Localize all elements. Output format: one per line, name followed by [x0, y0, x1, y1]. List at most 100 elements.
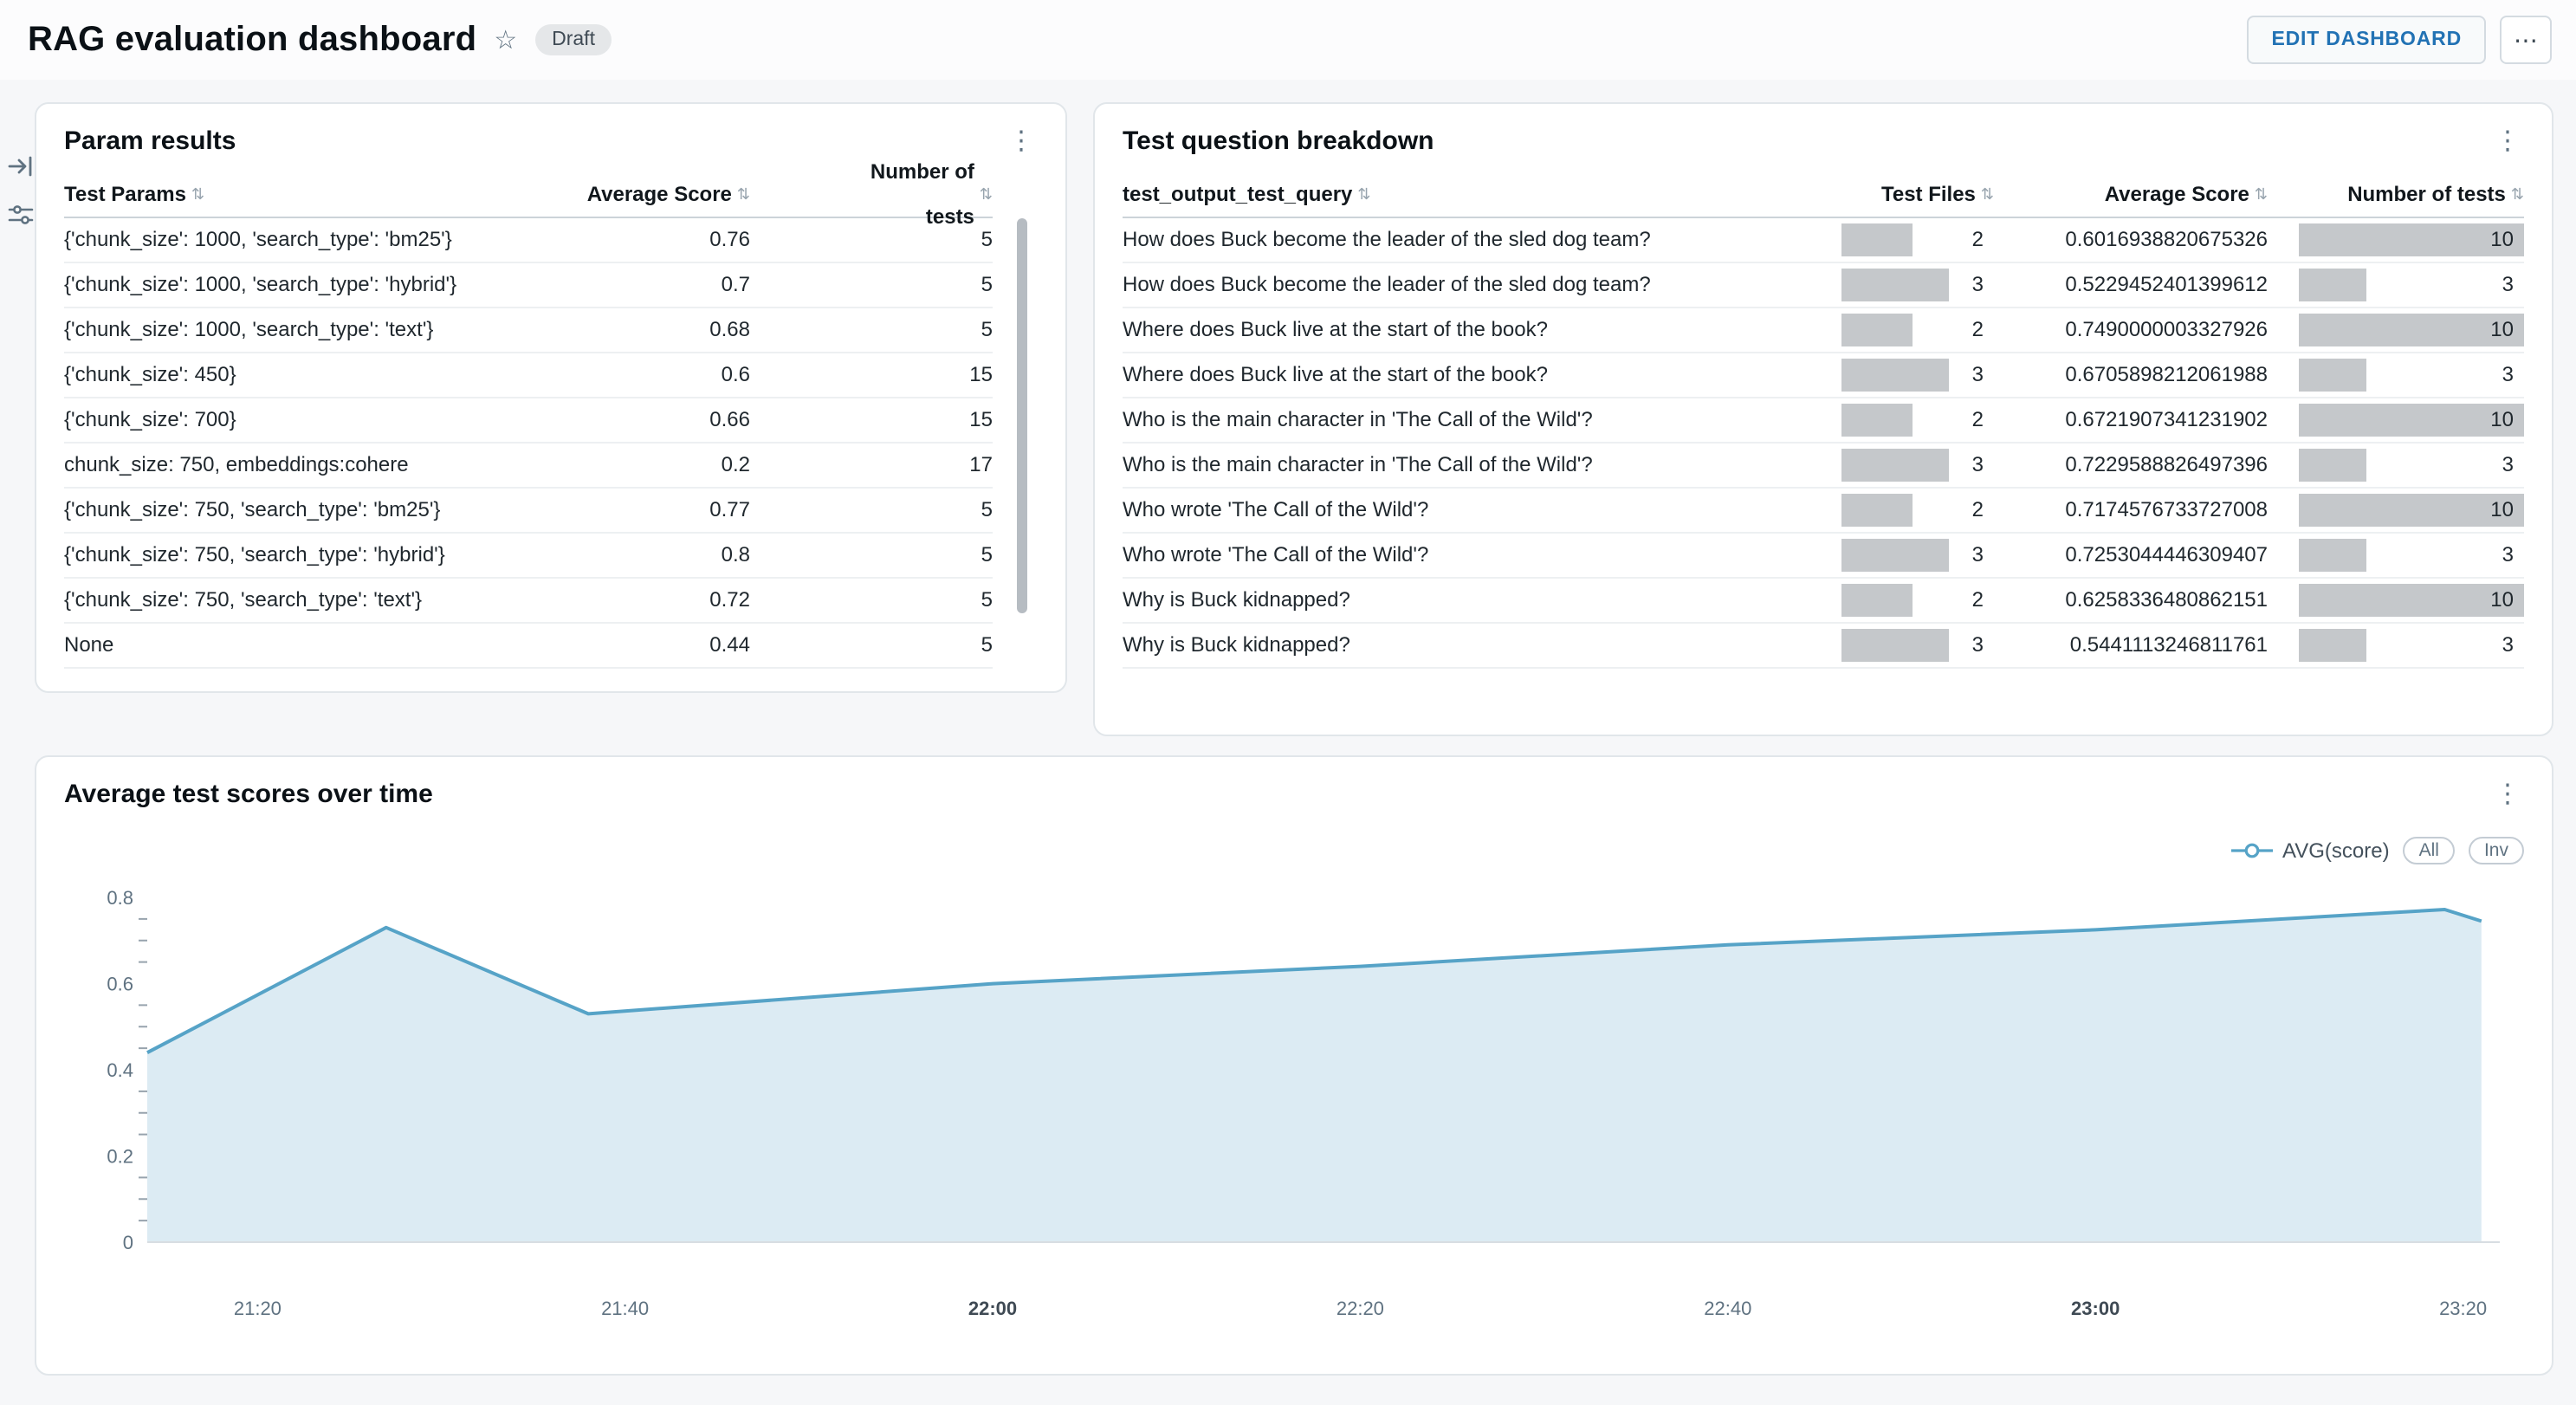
- cell-value: 10: [2490, 497, 2514, 521]
- card-header: Average test scores over time ⋮: [36, 757, 2552, 825]
- x-tick-label: 22:20: [1337, 1298, 1384, 1319]
- cell-average-score: 0.2: [721, 452, 750, 476]
- top-bar: RAG evaluation dashboard ☆ Draft EDIT DA…: [0, 0, 2576, 80]
- cell-number-of-tests: 5: [981, 227, 993, 251]
- card-menu-icon[interactable]: ⋮: [2495, 126, 2521, 156]
- card-menu-icon[interactable]: ⋮: [1008, 126, 1034, 156]
- collapse-panel-icon[interactable]: [7, 152, 35, 180]
- cell-value: 3: [2502, 632, 2514, 657]
- filter-icon[interactable]: [7, 201, 35, 229]
- favorite-star-icon[interactable]: ☆: [494, 26, 518, 55]
- card-header: Param results ⋮: [36, 104, 1065, 172]
- cell-test-query: Why is Buck kidnapped?: [1123, 632, 1350, 657]
- scores-line-chart[interactable]: 0 0.2 0.4 0.6 0.8 21:20 21:40 22:00 22:20 22:40 23…: [64, 875, 2527, 1329]
- cell-number-of-tests: 3: [2299, 444, 2524, 487]
- cell-value: 3: [1971, 542, 1984, 567]
- cell-average-score: 0.68: [709, 317, 750, 341]
- cell-test-query: How does Buck become the leader of the s…: [1123, 272, 1651, 296]
- table-row[interactable]: How does Buck become the leader of the s…: [1123, 218, 2524, 263]
- cell-value: 3: [2502, 452, 2514, 476]
- param-results-card: Param results ⋮ Test Params ⇅ Average Scor…: [35, 102, 1067, 693]
- cell-average-score: 0.7174576733727008: [2065, 497, 2268, 521]
- legend-inverse-button[interactable]: Inv: [2468, 837, 2524, 864]
- scrollbar-thumb[interactable]: [1017, 218, 1027, 613]
- table-row[interactable]: Who is the main character in 'The Call o…: [1123, 444, 2524, 489]
- cell-average-score: 0.7229588826497396: [2065, 452, 2268, 476]
- table-row[interactable]: None 0.44 5: [64, 624, 993, 669]
- cell-test-query: Who is the main character in 'The Call o…: [1123, 407, 1593, 431]
- card-menu-icon[interactable]: ⋮: [2495, 780, 2521, 809]
- cell-value: 10: [2490, 587, 2514, 612]
- column-header-number-of-tests[interactable]: Number of tests ⇅: [2299, 172, 2524, 217]
- table-row[interactable]: {'chunk_size': 750, 'search_type': 'bm25…: [64, 489, 993, 534]
- column-header-test-params[interactable]: Test Params ⇅: [64, 172, 584, 217]
- x-tick-label: 23:00: [2071, 1298, 2120, 1319]
- table-row[interactable]: {'chunk_size': 1000, 'search_type': 'hyb…: [64, 263, 993, 308]
- cell-average-score: 0.6: [721, 362, 750, 386]
- legend-item-avg-score[interactable]: AVG(score): [2230, 838, 2390, 863]
- cell-average-score: 0.7253044446309407: [2065, 542, 2268, 567]
- cell-test-params: {'chunk_size': 1000, 'search_type': 'tex…: [64, 317, 434, 341]
- table-row[interactable]: Who wrote 'The Call of the Wild'? 2 0.7174…: [1123, 489, 2524, 534]
- column-header-average-score[interactable]: Average Score ⇅: [584, 172, 826, 217]
- column-header-test-files[interactable]: Test Files ⇅: [1841, 172, 1994, 217]
- cell-number-of-tests: 5: [981, 317, 993, 341]
- cell-number-of-tests: 5: [981, 272, 993, 296]
- data-bar: [1841, 223, 1913, 256]
- table-row[interactable]: How does Buck become the leader of the s…: [1123, 263, 2524, 308]
- table-row[interactable]: Where does Buck live at the start of the…: [1123, 308, 2524, 353]
- table-row[interactable]: Why is Buck kidnapped? 2 0.625833648086215…: [1123, 579, 2524, 624]
- cell-test-params: chunk_size: 750, embeddings:cohere: [64, 452, 409, 476]
- cell-number-of-tests: 17: [969, 452, 993, 476]
- x-tick-label: 23:20: [2439, 1298, 2487, 1319]
- data-bar: [2299, 359, 2366, 392]
- table-row[interactable]: {'chunk_size': 1000, 'search_type': 'tex…: [64, 308, 993, 353]
- cell-value: 3: [2502, 542, 2514, 567]
- table-row[interactable]: {'chunk_size': 750, 'search_type': 'text…: [64, 579, 993, 624]
- cell-test-query: Who is the main character in 'The Call o…: [1123, 452, 1593, 476]
- sort-icon: ⇅: [2254, 185, 2268, 203]
- cell-number-of-tests: 5: [981, 542, 993, 567]
- table-row[interactable]: Who is the main character in 'The Call o…: [1123, 398, 2524, 444]
- table-row[interactable]: {'chunk_size': 700} 0.66 15: [64, 398, 993, 444]
- cell-average-score: 0.8: [721, 542, 750, 567]
- table-row[interactable]: {'chunk_size': 1000, 'search_type': 'bm2…: [64, 218, 993, 263]
- column-header-number-of-tests[interactable]: Number of tests ⇅: [826, 159, 993, 229]
- card-title: Param results: [64, 126, 236, 156]
- cell-value: 3: [2502, 362, 2514, 386]
- cell-number-of-tests: 5: [981, 497, 993, 521]
- cell-value: 2: [1971, 317, 1984, 341]
- table-row[interactable]: {'chunk_size': 450} 0.6 15: [64, 353, 993, 398]
- legend-select-all-button[interactable]: All: [2403, 837, 2455, 864]
- table-row[interactable]: Why is Buck kidnapped? 3 0.544111324681176…: [1123, 624, 2524, 669]
- cell-test-query: Where does Buck live at the start of the…: [1123, 317, 1548, 341]
- column-header-label: Number of tests: [870, 159, 974, 229]
- side-toolbar: [7, 152, 35, 229]
- question-breakdown-table: test_output_test_query ⇅ Test Files ⇅ Averag…: [1123, 172, 2524, 669]
- table-scrollbar[interactable]: [1017, 218, 1027, 667]
- table-row[interactable]: chunk_size: 750, embeddings:cohere 0.2 17: [64, 444, 993, 489]
- cell-number-of-tests: 3: [2299, 534, 2524, 577]
- table-row[interactable]: Where does Buck live at the start of the…: [1123, 353, 2524, 398]
- more-options-button[interactable]: ⋯: [2500, 16, 2552, 64]
- table-row[interactable]: Who wrote 'The Call of the Wild'? 3 0.7253…: [1123, 534, 2524, 579]
- table-body: How does Buck become the leader of the s…: [1123, 218, 2524, 669]
- column-header-average-score[interactable]: Average Score ⇅: [1994, 172, 2285, 217]
- x-tick-label: 22:40: [1704, 1298, 1751, 1319]
- line-series-icon: [2230, 843, 2273, 858]
- table-header-row: Test Params ⇅ Average Score ⇅ Number of test…: [64, 159, 993, 229]
- cell-number-of-tests: 10: [2299, 308, 2524, 352]
- cell-number-of-tests: 15: [969, 407, 993, 431]
- cell-value: 2: [1971, 587, 1984, 612]
- svg-text:0.2: 0.2: [107, 1146, 133, 1168]
- column-header-test-output-test-query[interactable]: test_output_test_query ⇅: [1123, 172, 1841, 217]
- data-bar: [2299, 494, 2524, 527]
- cell-number-of-tests: 10: [2299, 489, 2524, 532]
- svg-text:0.4: 0.4: [107, 1059, 133, 1081]
- chart-plot-area: 0 0.2 0.4 0.6 0.8 21:20 21:40 22:00 22:20 22:40 23…: [64, 875, 2527, 1337]
- cell-test-files: 3: [1841, 353, 1994, 397]
- status-badge: Draft: [534, 24, 612, 55]
- table-row[interactable]: {'chunk_size': 750, 'search_type': 'hybr…: [64, 534, 993, 579]
- sort-icon: ⇅: [2510, 185, 2524, 203]
- edit-dashboard-button[interactable]: EDIT DASHBOARD: [2247, 16, 2486, 64]
